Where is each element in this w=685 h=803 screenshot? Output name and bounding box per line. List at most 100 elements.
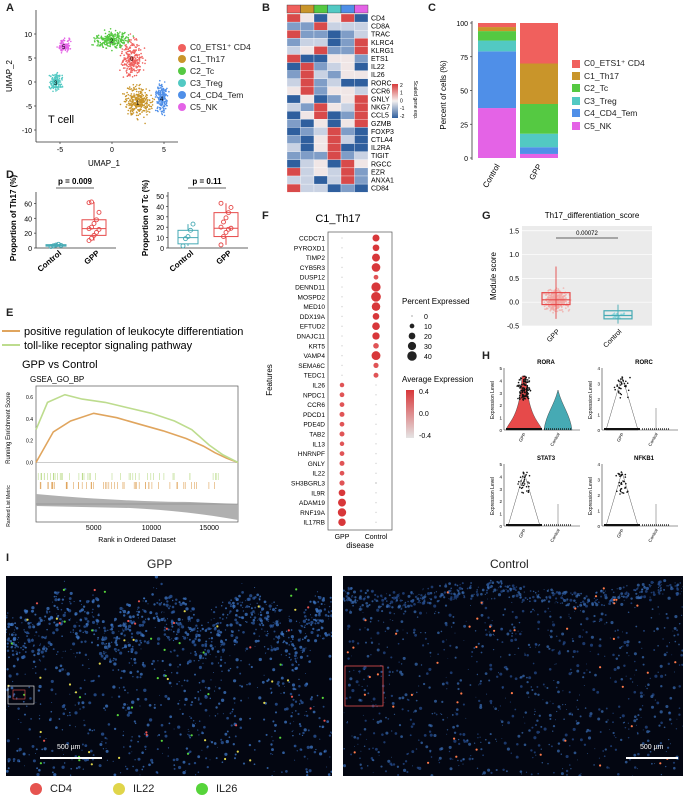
nucleus-dot <box>301 625 304 628</box>
umap-point <box>141 101 144 104</box>
nucleus-dot <box>55 666 58 670</box>
heatmap-cell <box>313 167 328 177</box>
nucleus-dot <box>201 731 204 734</box>
umap-point <box>127 60 130 63</box>
nucleus-dot <box>499 580 503 583</box>
dot-plot-feature: TEDC1 <box>304 373 326 380</box>
nucleus-dot <box>222 713 224 715</box>
nucleus-dot <box>84 630 87 633</box>
nucleus-dot <box>291 731 293 733</box>
nucleus-dot <box>154 626 156 628</box>
nucleus-dot <box>359 672 361 674</box>
umap-point <box>126 40 128 42</box>
nucleus-dot <box>106 759 108 761</box>
nucleus-dot <box>384 630 387 633</box>
nucleus-dot <box>600 603 603 606</box>
nucleus-dot <box>438 761 441 764</box>
nucleus-dot <box>317 621 320 625</box>
umap-point <box>127 37 130 39</box>
nucleus-dot <box>315 748 317 751</box>
heatmap-cell <box>340 70 355 79</box>
marker-dot <box>295 588 298 591</box>
umap-point <box>139 65 141 68</box>
nucleus-dot <box>214 626 217 629</box>
umap-point <box>103 37 105 40</box>
umap-point <box>50 82 53 85</box>
dot-plot-feature: PYROXD1 <box>294 245 325 252</box>
nucleus-dot <box>402 592 405 595</box>
nucleus-dot <box>126 706 131 710</box>
nucleus-dot <box>390 656 393 659</box>
heatmap-cell <box>354 54 369 63</box>
nucleus-dot <box>593 764 595 766</box>
nucleus-dot <box>292 729 294 731</box>
heatmap-cell <box>313 119 328 128</box>
umap-point <box>60 46 62 48</box>
umap-point <box>165 102 168 105</box>
umap-point <box>136 45 138 47</box>
heatmap-cell <box>327 175 342 185</box>
nucleus-dot <box>558 650 561 653</box>
nucleus-dot <box>304 608 307 611</box>
nucleus-dot <box>105 704 107 706</box>
nucleus-dot <box>552 621 554 623</box>
nucleus-dot <box>113 636 115 639</box>
umap-point <box>68 38 71 40</box>
nucleus-dot <box>79 599 82 602</box>
nucleus-dot <box>489 663 493 667</box>
nucleus-dot <box>124 625 128 628</box>
nucleus-dot <box>620 602 624 606</box>
nucleus-dot <box>401 708 404 711</box>
nucleus-dot <box>489 579 492 582</box>
nucleus-dot <box>212 672 214 673</box>
nucleus-dot <box>200 651 202 653</box>
dot-plot-size-legend-dot <box>407 341 417 351</box>
nucleus-dot <box>403 603 407 607</box>
nucleus-dot <box>19 616 23 619</box>
nucleus-dot <box>95 597 99 601</box>
umap-point <box>135 62 137 64</box>
nucleus-dot <box>268 604 272 608</box>
nucleus-dot <box>87 732 90 735</box>
nucleus-dot <box>313 601 317 605</box>
nucleus-dot <box>239 604 243 607</box>
stacked-bar-segment <box>520 63 558 104</box>
nucleus-dot <box>220 640 224 644</box>
nucleus-dot <box>117 669 120 671</box>
nucleus-dot <box>292 734 294 737</box>
nucleus-dot <box>58 669 62 673</box>
marker-dot <box>190 734 193 737</box>
nucleus-dot <box>84 640 87 643</box>
nucleus-dot <box>600 710 604 713</box>
umap-point <box>125 106 127 108</box>
violin-point <box>624 385 626 387</box>
nucleus-dot <box>274 730 276 732</box>
nucleus-dot <box>128 627 130 629</box>
nucleus-dot <box>391 756 392 758</box>
nucleus-dot <box>589 643 594 647</box>
gsea-xtick: 5000 <box>86 525 102 532</box>
nucleus-dot <box>239 684 242 687</box>
umap-point <box>103 29 106 31</box>
nucleus-dot <box>636 583 640 587</box>
nucleus-dot <box>303 728 307 732</box>
nucleus-dot <box>456 584 459 587</box>
violin-ytick: 0 <box>597 524 600 529</box>
legend-label: C1_Th17 <box>190 54 225 64</box>
gsea-legend: positive regulation of leukocyte differe… <box>2 326 243 352</box>
violin-shape <box>605 471 639 527</box>
umap-point <box>132 83 135 86</box>
umap-point <box>125 52 128 55</box>
violin-ylabel: Expression Level <box>490 477 496 515</box>
violin-ytick: 0 <box>499 524 502 529</box>
umap-xtick: 0 <box>110 147 114 154</box>
nucleus-dot <box>293 654 297 658</box>
nucleus-dot <box>235 621 239 625</box>
nucleus-dot <box>7 625 10 629</box>
nucleus-dot <box>407 600 409 603</box>
nucleus-dot <box>582 610 585 613</box>
umap-point <box>119 46 121 48</box>
nucleus-dot <box>531 726 534 729</box>
umap-point <box>112 37 114 40</box>
nucleus-dot <box>566 649 570 653</box>
